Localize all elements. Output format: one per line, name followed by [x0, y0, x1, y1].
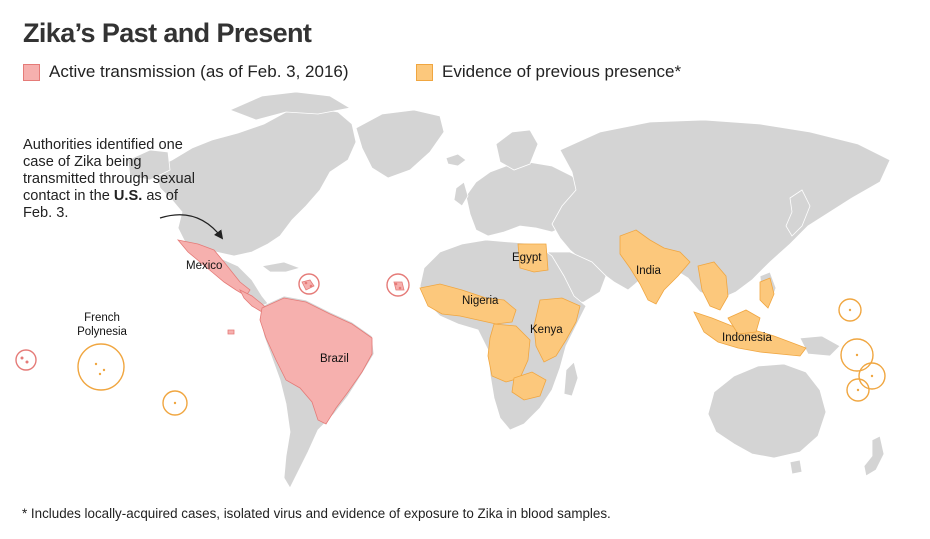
- region-brazil: [259, 297, 373, 425]
- circle-fiji: [846, 378, 870, 402]
- footnote: * Includes locally-acquired cases, isola…: [22, 506, 611, 521]
- legend-label-active: Active transmission (as of Feb. 3, 2016): [49, 62, 349, 81]
- island-dots: [20, 281, 402, 364]
- land-iceland: [445, 153, 467, 167]
- circle-hawaii: [15, 349, 37, 371]
- us-annotation-text-before: Authorities identified one case of Zika …: [23, 137, 195, 204]
- annotation-arrow: [159, 214, 224, 240]
- circle-vanuatu: [858, 362, 886, 390]
- land-arctic-islands: [228, 91, 352, 121]
- circle-caribbean: [298, 273, 320, 295]
- region-borneo: [727, 309, 761, 335]
- label-kenya: Kenya: [530, 324, 563, 336]
- legend-swatch-previous: [416, 63, 433, 81]
- region-se-asia: [697, 261, 729, 311]
- label-brazil: Brazil: [320, 353, 349, 365]
- region-caribbean: [301, 279, 315, 291]
- circle-cape-verde: [386, 273, 410, 297]
- region-egypt: [517, 243, 549, 273]
- us-annotation-emphasis: U.S.: [113, 188, 143, 204]
- previous-presence-regions: [419, 229, 807, 401]
- circle-solomon: [840, 338, 874, 372]
- circle-french-polynesia: [77, 343, 125, 391]
- us-annotation: Authorities identified one case of Zika …: [23, 137, 203, 222]
- legend-label-previous: Evidence of previous presence*: [442, 62, 682, 81]
- legend-swatch-active: [23, 63, 40, 81]
- region-southern-africa: [511, 371, 547, 401]
- land-greenland: [355, 109, 445, 179]
- land-japan: [785, 189, 811, 237]
- region-galapagos: [227, 329, 235, 335]
- label-indonesia: Indonesia: [722, 332, 772, 344]
- chart-title: Zika’s Past and Present: [23, 18, 312, 48]
- region-central-africa: [487, 323, 531, 383]
- land-tasmania: [789, 459, 803, 475]
- legend-previous-presence: Evidence of previous presence*: [416, 62, 681, 82]
- land-new-guinea: [799, 335, 841, 357]
- label-india: India: [636, 265, 661, 277]
- label-french-polynesia: French Polynesia: [77, 312, 127, 338]
- land-cuba: [261, 261, 302, 273]
- region-east-africa: [533, 297, 581, 363]
- land-north-america: [154, 107, 357, 257]
- region-mexico: [176, 239, 251, 297]
- region-west-africa: [419, 283, 517, 325]
- label-egypt: Egypt: [512, 252, 542, 264]
- land-alaska: [127, 149, 171, 181]
- region-india: [619, 229, 691, 305]
- land-new-zealand: [863, 435, 885, 477]
- active-transmission-regions: [176, 239, 405, 425]
- label-mexico: Mexico: [186, 260, 223, 272]
- circle-micronesia: [838, 298, 862, 322]
- land-scandinavia: [495, 129, 539, 171]
- island-circles: [15, 273, 886, 416]
- us-annotation-text-after: as of Feb. 3.: [23, 188, 178, 221]
- land-australia: [707, 363, 827, 459]
- land-madagascar: [563, 361, 579, 397]
- island-dots-orange: [94, 308, 874, 405]
- legend-active-transmission: Active transmission (as of Feb. 3, 2016): [23, 62, 349, 82]
- region-philippines: [759, 277, 775, 309]
- circle-easter-island: [162, 390, 188, 416]
- land-uk: [453, 181, 469, 207]
- label-nigeria: Nigeria: [462, 295, 499, 307]
